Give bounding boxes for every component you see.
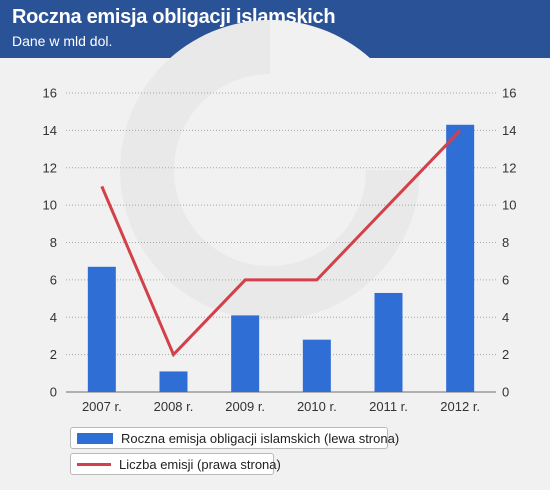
right-axis-tick-label: 12 [502,160,516,175]
right-axis-tick-label: 6 [502,272,509,287]
x-axis-tick-label: 2010 r. [297,399,337,414]
bar [446,124,475,393]
legend-label-line: Liczba emisji (prawa strona) [119,456,281,472]
left-axis-tick-label: 12 [43,160,57,175]
bar [159,371,188,392]
chart-subtitle: Dane w mld dol. [12,33,113,49]
right-axis-tick-label: 4 [502,310,509,325]
x-axis-tick-label: 2012 r. [440,399,480,414]
left-axis-tick-label: 8 [50,235,57,250]
right-axis-tick-label: 0 [502,385,509,400]
x-axis-tick-label: 2008 r. [154,399,194,414]
left-axis-tick-label: 6 [50,272,57,287]
left-axis-tick-label: 16 [43,86,57,101]
series-line-liczba-emisji [100,129,462,358]
right-axis-tick-label: 8 [502,235,509,250]
left-axis-tick-label: 4 [50,310,57,325]
right-axis-tick-label: 2 [502,347,509,362]
legend-swatch-bar [77,432,113,444]
left-axis-tick-label: 0 [50,385,57,400]
left-axis-tick-label: 2 [50,347,57,362]
right-axis-tick-label: 16 [502,86,516,101]
right-axis-tick-label: 10 [502,198,516,213]
bar [302,339,331,392]
x-axis-tick-label: 2011 r. [369,399,408,414]
legend-item-line: Liczba emisji (prawa strona) [70,453,281,475]
watermark-logo [120,20,420,320]
legend-label-bars: Roczna emisja obligacji islamskich (lewa… [121,430,400,446]
bar [87,266,116,392]
left-axis-tick-label: 14 [43,123,57,138]
left-axis-tick-label: 10 [43,198,57,213]
x-axis-tick-label: 2007 r. [82,399,122,414]
bar [374,292,403,392]
bar [231,315,260,392]
legend-item-bars: Roczna emisja obligacji islamskich (lewa… [70,427,399,449]
right-axis-tick-label: 14 [502,123,516,138]
legend-swatch-line [77,462,111,466]
x-axis-tick-label: 2009 r. [225,399,265,414]
